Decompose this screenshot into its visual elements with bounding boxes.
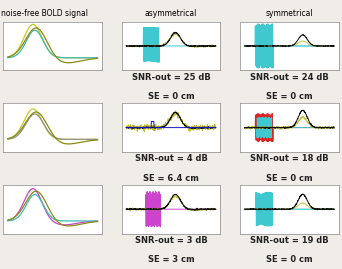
Text: SNR-out = 3 dB: SNR-out = 3 dB <box>135 236 207 245</box>
Text: SNR-out = 25 dB: SNR-out = 25 dB <box>132 73 210 82</box>
Text: SE = 3 cm: SE = 3 cm <box>148 255 194 264</box>
Text: SNR-out = 24 dB: SNR-out = 24 dB <box>250 73 329 82</box>
Text: SE = 0 cm: SE = 0 cm <box>266 255 313 264</box>
Text: SE = 0 cm: SE = 0 cm <box>148 92 194 101</box>
Text: SNR-out = 4 dB: SNR-out = 4 dB <box>134 154 208 163</box>
Text: SNR-out = 18 dB: SNR-out = 18 dB <box>250 154 329 163</box>
Text: SE = 6.4 cm: SE = 6.4 cm <box>143 174 199 183</box>
Text: asymmetrical: asymmetrical <box>145 9 197 18</box>
Text: noise-free BOLD signal: noise-free BOLD signal <box>1 9 88 18</box>
Text: SE = 0 cm: SE = 0 cm <box>266 92 313 101</box>
Text: SNR-out = 19 dB: SNR-out = 19 dB <box>250 236 329 245</box>
Text: SE = 0 cm: SE = 0 cm <box>266 174 313 183</box>
Text: symmetrical: symmetrical <box>265 9 313 18</box>
